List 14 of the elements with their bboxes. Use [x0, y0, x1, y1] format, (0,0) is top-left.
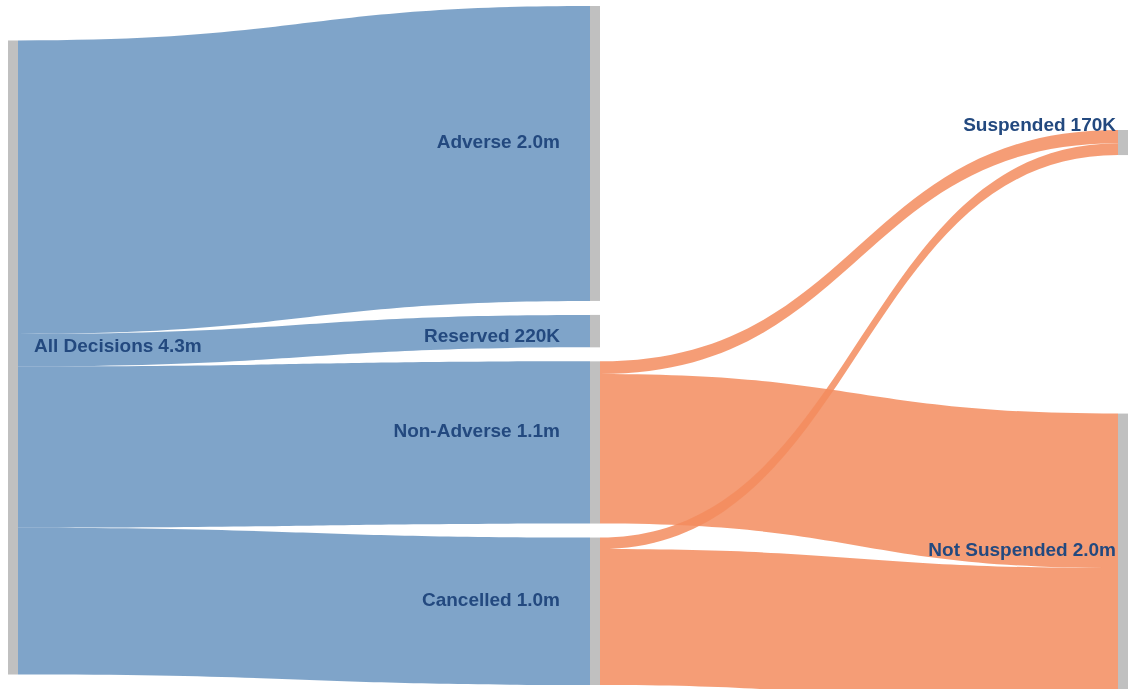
data-label: 170K	[1070, 113, 1117, 135]
category-label: Cancelled	[421, 588, 512, 610]
data-label: 2.0m	[1072, 538, 1116, 560]
data-label: 4.3m	[158, 335, 202, 357]
category-label: Reserved	[424, 324, 510, 346]
data-label: 1.1m	[516, 420, 560, 442]
data-label: 1.0m	[516, 588, 560, 610]
category-label: All Decisions	[34, 335, 154, 357]
category-label: Non-Adverse	[393, 420, 512, 442]
data-label: 2.0m	[516, 131, 560, 153]
category-label: Adverse	[436, 131, 512, 153]
data-label: 220K	[514, 324, 561, 346]
category-label: Not Suspended	[928, 538, 1068, 560]
category-label: Suspended	[963, 113, 1066, 135]
